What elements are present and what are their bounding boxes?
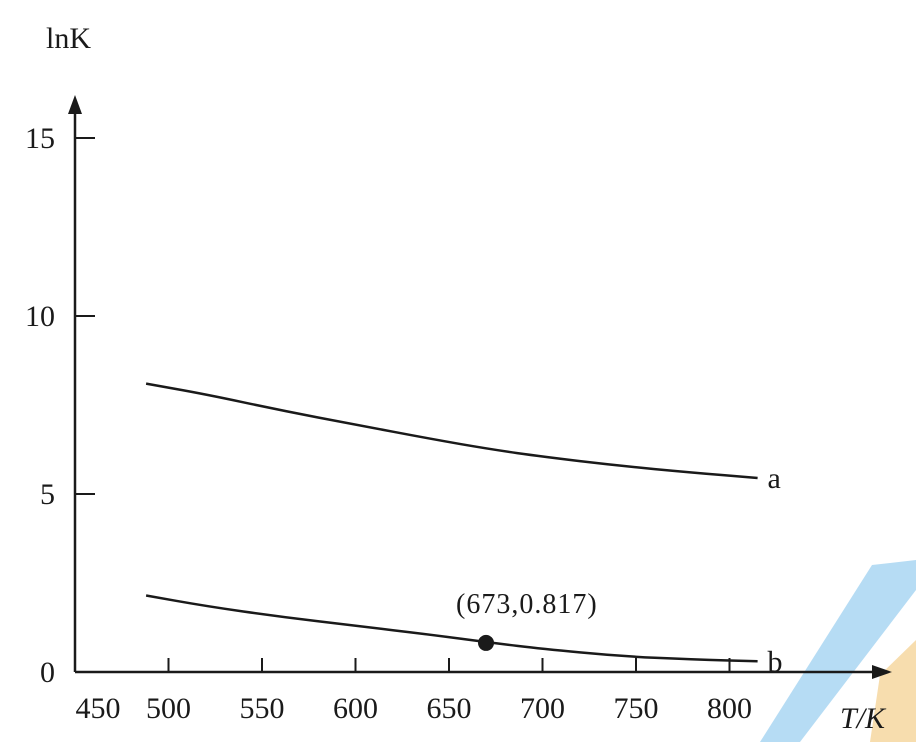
x-axis-arrow bbox=[872, 665, 892, 679]
watermark bbox=[760, 560, 916, 742]
y-axis-title: lnK bbox=[46, 22, 91, 55]
x-ticks: 450 500 550 600 650 700 750 800 bbox=[76, 658, 752, 725]
annotation-layer: (673,0.817) bbox=[456, 589, 598, 651]
x-tick-label: 450 bbox=[76, 692, 121, 725]
annotation-point bbox=[478, 634, 495, 651]
annotation-label: (673,0.817) bbox=[456, 589, 598, 620]
x-axis-title: T/K bbox=[840, 702, 887, 735]
x-tick-label: 700 bbox=[520, 692, 565, 725]
series-label-b: b bbox=[768, 645, 783, 678]
x-tick-label: 550 bbox=[240, 692, 285, 725]
y-tick-label: 15 bbox=[25, 122, 55, 155]
y-ticks: 0 5 10 15 bbox=[25, 122, 95, 689]
series-layer: ab bbox=[145, 382, 783, 678]
x-tick-label: 500 bbox=[146, 692, 191, 725]
watermark-orange-shape bbox=[870, 640, 916, 742]
y-tick-label: 10 bbox=[25, 300, 55, 333]
y-tick-label: 5 bbox=[40, 478, 55, 511]
x-tick-label: 650 bbox=[427, 692, 472, 725]
x-tick-label: 600 bbox=[333, 692, 378, 725]
series-line-b bbox=[145, 594, 758, 663]
watermark-blue-shape bbox=[760, 560, 916, 742]
y-tick-label: 0 bbox=[40, 656, 55, 689]
series-line-a bbox=[145, 382, 758, 480]
x-tick-label: 800 bbox=[707, 692, 752, 725]
series-label-a: a bbox=[768, 462, 781, 495]
axes bbox=[68, 95, 892, 679]
y-axis-arrow bbox=[68, 95, 82, 114]
x-tick-label: 750 bbox=[614, 692, 659, 725]
